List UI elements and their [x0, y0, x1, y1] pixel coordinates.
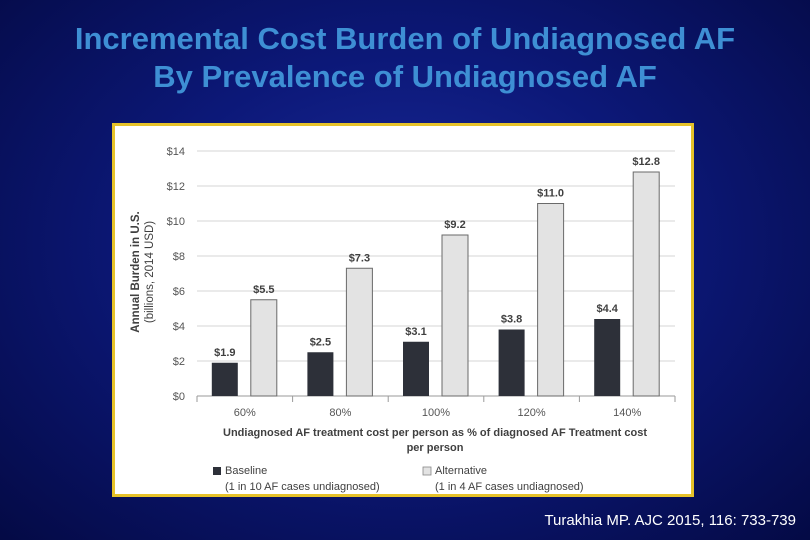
y-axis-label-line-1: Annual Burden in U.S.	[130, 211, 142, 332]
data-label-alternative: $12.8	[632, 156, 660, 168]
bar-baseline-4	[594, 319, 621, 396]
data-label-baseline: $2.5	[310, 336, 331, 348]
data-label-baseline: $3.8	[501, 314, 522, 326]
slide-title-line-2: By Prevalence of Undiagnosed AF	[153, 59, 657, 94]
x-tick-label: 80%	[329, 407, 351, 419]
bars-layer	[211, 171, 660, 397]
x-tick-label: 140%	[613, 407, 641, 419]
bar-alternative-0	[250, 299, 278, 397]
data-label-baseline: $3.1	[405, 326, 426, 338]
data-label-alternative: $11.0	[537, 188, 564, 200]
legend: Baseline (1 in 10 AF cases undiagnosed) …	[213, 465, 584, 493]
legend-sublabel-alternative: (1 in 4 AF cases undiagnosed)	[435, 481, 584, 493]
data-label-alternative: $7.3	[349, 252, 370, 264]
bar-baseline-0	[211, 362, 238, 396]
data-label-baseline: $4.4	[596, 303, 618, 315]
y-tick-label: $6	[173, 286, 185, 298]
legend-sublabel-baseline: (1 in 10 AF cases undiagnosed)	[225, 481, 380, 493]
data-label-baseline: $1.9	[214, 347, 235, 359]
legend-label-baseline: Baseline	[225, 465, 267, 477]
y-axis-label-line-2: (billions, 2014 USD)	[144, 221, 156, 323]
slide-title: Incremental Cost Burden of Undiagnosed A…	[0, 20, 810, 96]
y-tick-label: $0	[173, 391, 185, 403]
x-axis-label-line-2: per person	[407, 442, 464, 454]
x-axis-label-line-1: Undiagnosed AF treatment cost per person…	[223, 427, 647, 439]
y-tick-label: $8	[173, 251, 185, 263]
data-label-alternative: $9.2	[444, 219, 465, 231]
x-tick-label: 120%	[518, 407, 546, 419]
bar-alternative-4	[632, 171, 660, 397]
legend-label-alternative: Alternative	[435, 465, 487, 477]
y-tick-label: $14	[167, 146, 185, 158]
legend-swatch-alternative	[422, 466, 432, 476]
bar-chart: $0 $2 $4 $6 $8 $10 $12 $14 $1.9 $5.5 60% $2.5 $7.3 80…	[130, 146, 676, 493]
bar-baseline-2	[403, 341, 429, 396]
bar-baseline-1	[307, 352, 334, 396]
bar-alternative-2	[441, 234, 469, 397]
bar-alternative-3	[537, 203, 565, 397]
data-label-alternative: $5.5	[253, 284, 274, 296]
chart-frame: $0 $2 $4 $6 $8 $10 $12 $14 $1.9 $5.5 60% $2.5 $7.3 80…	[112, 123, 694, 497]
bar-alternative-1	[345, 267, 373, 397]
legend-swatch-baseline	[213, 467, 221, 475]
y-tick-label: $2	[173, 356, 185, 368]
labels-layer: $0 $2 $4 $6 $8 $10 $12 $14 $1.9 $5.5 60% $2.5 $7.3 80…	[167, 146, 660, 419]
y-tick-label: $10	[167, 216, 185, 228]
slide-title-line-1: Incremental Cost Burden of Undiagnosed A…	[74, 21, 736, 56]
y-tick-label: $12	[167, 181, 185, 193]
bar-baseline-3	[498, 329, 525, 396]
x-tick-label: 100%	[422, 407, 450, 419]
y-tick-label: $4	[173, 321, 185, 333]
x-tick-label: 60%	[234, 407, 256, 419]
citation: Turakhia MP. AJC 2015, 116: 733-739	[544, 512, 796, 529]
